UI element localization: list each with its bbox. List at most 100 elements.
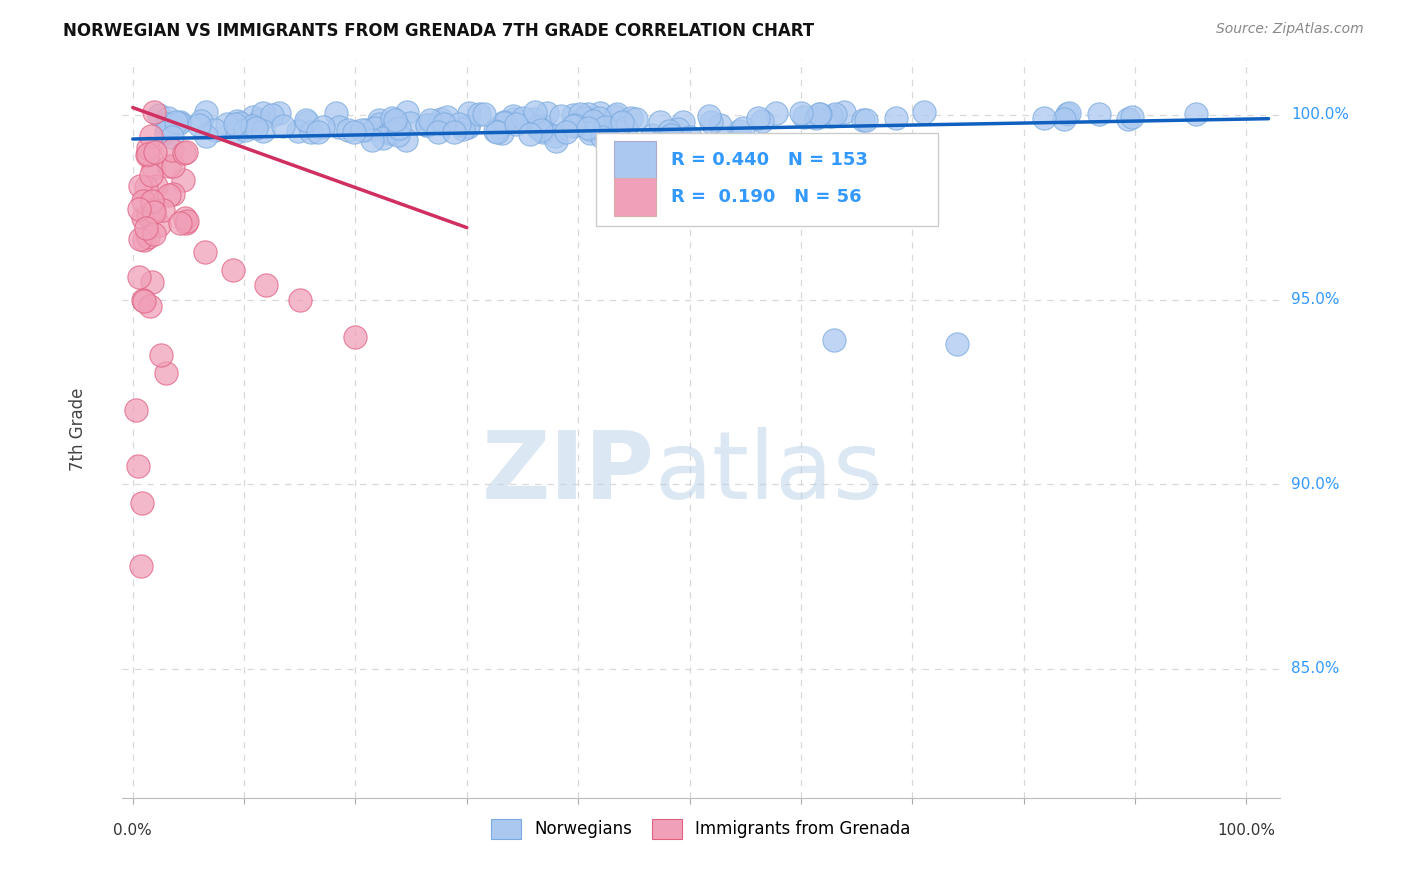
- Point: [605, 109, 627, 123]
- Point: [344, 329, 367, 343]
- Point: [606, 121, 628, 136]
- Point: [187, 118, 209, 132]
- Point: [1121, 110, 1143, 124]
- Point: [666, 121, 689, 136]
- Point: [136, 230, 159, 244]
- Point: [225, 113, 247, 128]
- Point: [595, 120, 617, 134]
- Point: [232, 120, 254, 135]
- Point: [527, 120, 550, 135]
- Point: [429, 112, 451, 126]
- Point: [131, 293, 153, 308]
- Point: [433, 117, 456, 131]
- Point: [576, 121, 599, 136]
- Point: [342, 125, 364, 139]
- Point: [536, 106, 558, 120]
- Point: [709, 118, 731, 132]
- Point: [385, 122, 408, 136]
- Point: [395, 133, 418, 147]
- Point: [190, 114, 212, 128]
- Point: [544, 134, 567, 148]
- Point: [429, 115, 451, 129]
- Point: [820, 109, 842, 123]
- Point: [523, 105, 546, 120]
- Point: [641, 128, 664, 142]
- Point: [128, 232, 150, 246]
- Point: [204, 122, 226, 136]
- Point: [550, 109, 572, 123]
- Point: [128, 270, 150, 285]
- Point: [169, 115, 191, 129]
- Point: [148, 107, 170, 121]
- Point: [160, 129, 183, 144]
- Point: [299, 124, 322, 138]
- Point: [658, 124, 681, 138]
- Point: [808, 106, 831, 120]
- Point: [419, 113, 441, 128]
- Point: [494, 115, 516, 129]
- Point: [946, 337, 969, 351]
- Point: [561, 108, 583, 122]
- Point: [132, 233, 155, 247]
- Point: [650, 115, 672, 129]
- Point: [141, 128, 163, 143]
- Point: [172, 172, 194, 186]
- Point: [884, 111, 907, 125]
- Point: [312, 120, 335, 135]
- Point: [131, 496, 153, 510]
- Point: [578, 126, 600, 140]
- Point: [162, 159, 184, 173]
- Point: [195, 105, 218, 120]
- Point: [451, 122, 474, 136]
- Point: [368, 112, 391, 127]
- FancyBboxPatch shape: [614, 141, 655, 179]
- Point: [381, 111, 404, 125]
- Point: [288, 293, 311, 307]
- Point: [388, 121, 411, 136]
- Point: [169, 216, 191, 230]
- Point: [134, 293, 156, 308]
- Point: [458, 106, 481, 120]
- Point: [132, 194, 155, 208]
- Point: [307, 126, 329, 140]
- Point: [502, 110, 524, 124]
- Point: [165, 115, 187, 129]
- Point: [155, 125, 177, 139]
- Point: [273, 119, 295, 133]
- Point: [398, 116, 420, 130]
- Point: [173, 146, 195, 161]
- Point: [1088, 107, 1111, 121]
- Point: [167, 116, 190, 130]
- Point: [1056, 107, 1078, 121]
- Point: [174, 145, 197, 160]
- Legend: Norwegians, Immigrants from Grenada: Norwegians, Immigrants from Grenada: [484, 813, 917, 846]
- Text: 0.0%: 0.0%: [114, 823, 152, 838]
- Point: [824, 106, 846, 120]
- Point: [387, 128, 409, 143]
- Point: [176, 214, 198, 228]
- Text: NORWEGIAN VS IMMIGRANTS FROM GRENADA 7TH GRADE CORRELATION CHART: NORWEGIAN VS IMMIGRANTS FROM GRENADA 7TH…: [63, 22, 814, 40]
- Point: [233, 123, 256, 137]
- Point: [222, 263, 245, 277]
- Point: [135, 220, 157, 235]
- Point: [1053, 112, 1076, 126]
- Point: [678, 130, 700, 145]
- Point: [832, 105, 855, 120]
- Point: [136, 208, 159, 222]
- Point: [614, 121, 637, 136]
- Point: [378, 126, 401, 140]
- Point: [447, 117, 470, 131]
- Point: [224, 117, 246, 131]
- Point: [436, 110, 458, 124]
- Point: [384, 115, 406, 129]
- Point: [162, 143, 184, 157]
- Point: [576, 106, 599, 120]
- Point: [364, 120, 387, 135]
- Point: [492, 115, 515, 129]
- Point: [149, 348, 172, 362]
- Point: [747, 111, 769, 125]
- Point: [484, 124, 506, 138]
- Point: [127, 458, 149, 473]
- Point: [765, 106, 787, 120]
- Point: [215, 117, 238, 131]
